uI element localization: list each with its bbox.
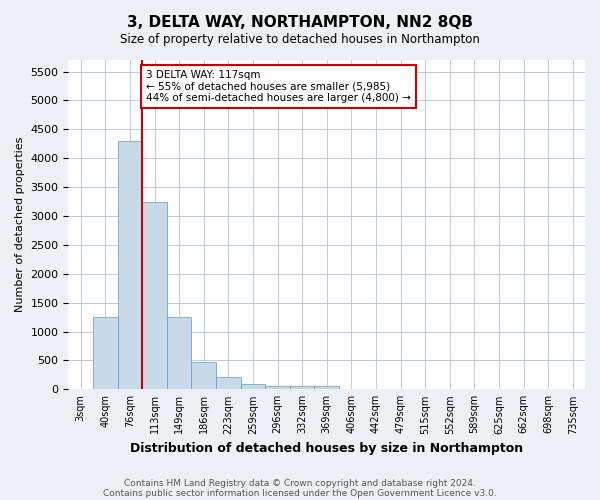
Text: 3, DELTA WAY, NORTHAMPTON, NN2 8QB: 3, DELTA WAY, NORTHAMPTON, NN2 8QB xyxy=(127,15,473,30)
Bar xyxy=(265,386,290,390)
Bar xyxy=(167,317,191,390)
Text: Contains public sector information licensed under the Open Government Licence v3: Contains public sector information licen… xyxy=(103,488,497,498)
Bar xyxy=(216,376,241,390)
Y-axis label: Number of detached properties: Number of detached properties xyxy=(15,137,25,312)
Bar xyxy=(314,386,339,390)
Text: 3 DELTA WAY: 117sqm
← 55% of detached houses are smaller (5,985)
44% of semi-det: 3 DELTA WAY: 117sqm ← 55% of detached ho… xyxy=(146,70,411,103)
Bar xyxy=(290,386,314,390)
Bar xyxy=(142,202,167,390)
X-axis label: Distribution of detached houses by size in Northampton: Distribution of detached houses by size … xyxy=(130,442,523,455)
Bar xyxy=(118,141,142,390)
Bar xyxy=(191,362,216,390)
Bar xyxy=(241,384,265,390)
Text: Size of property relative to detached houses in Northampton: Size of property relative to detached ho… xyxy=(120,32,480,46)
Bar xyxy=(93,317,118,390)
Text: Contains HM Land Registry data © Crown copyright and database right 2024.: Contains HM Land Registry data © Crown c… xyxy=(124,478,476,488)
